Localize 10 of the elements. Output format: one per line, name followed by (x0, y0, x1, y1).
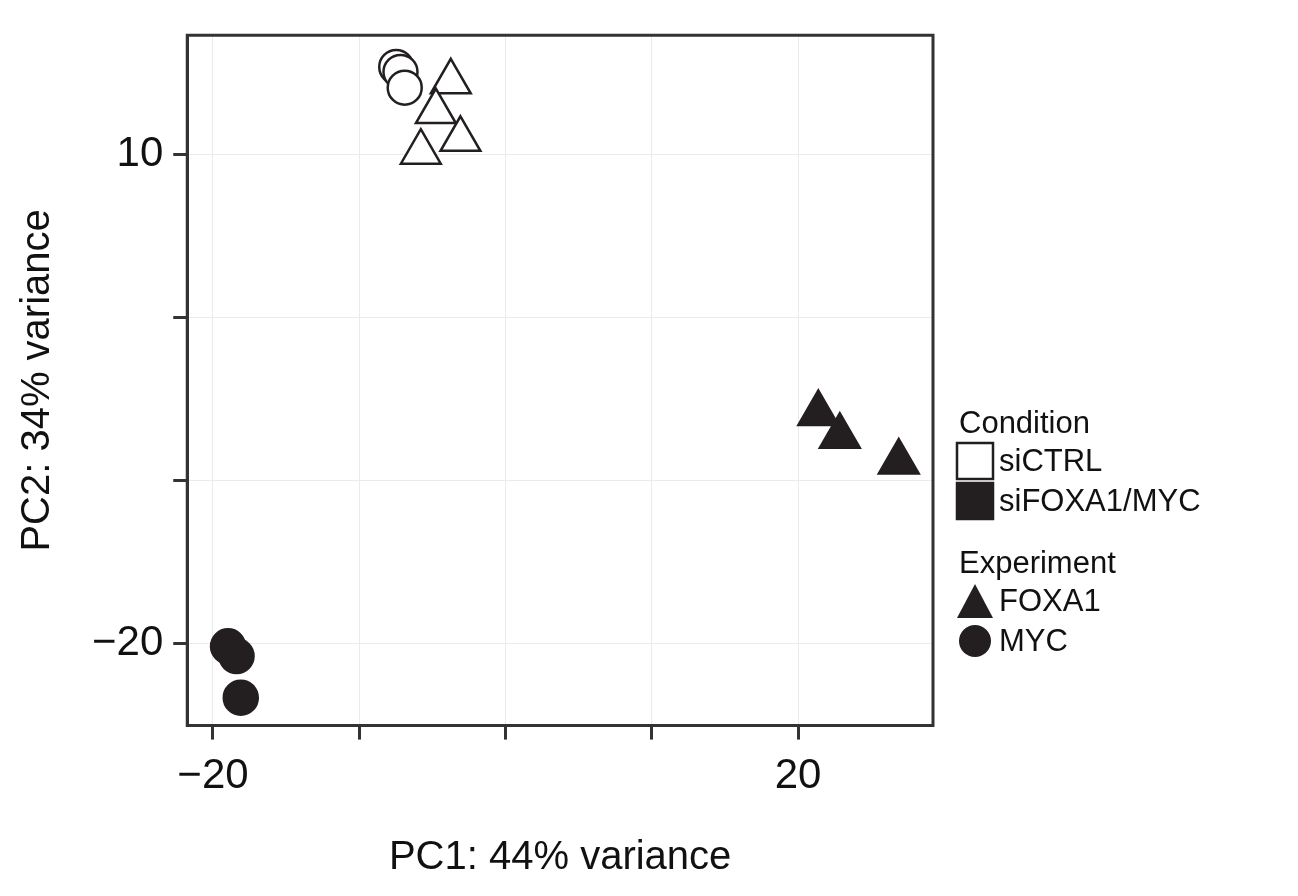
text: Condition (959, 405, 1090, 441)
text: Experiment (959, 545, 1116, 581)
text: siCTRL (999, 443, 1103, 479)
x-axis-title: PC1: 44% variance (388, 833, 732, 878)
y-axis-title: PC2: 34% variance (13, 209, 58, 552)
text: MYC (999, 623, 1068, 659)
x-tick-label: 20 (774, 750, 822, 798)
y-tick-label: 10 (116, 127, 164, 175)
text: siFOXA1/MYC (999, 483, 1201, 519)
text: FOXA1 (999, 583, 1101, 619)
